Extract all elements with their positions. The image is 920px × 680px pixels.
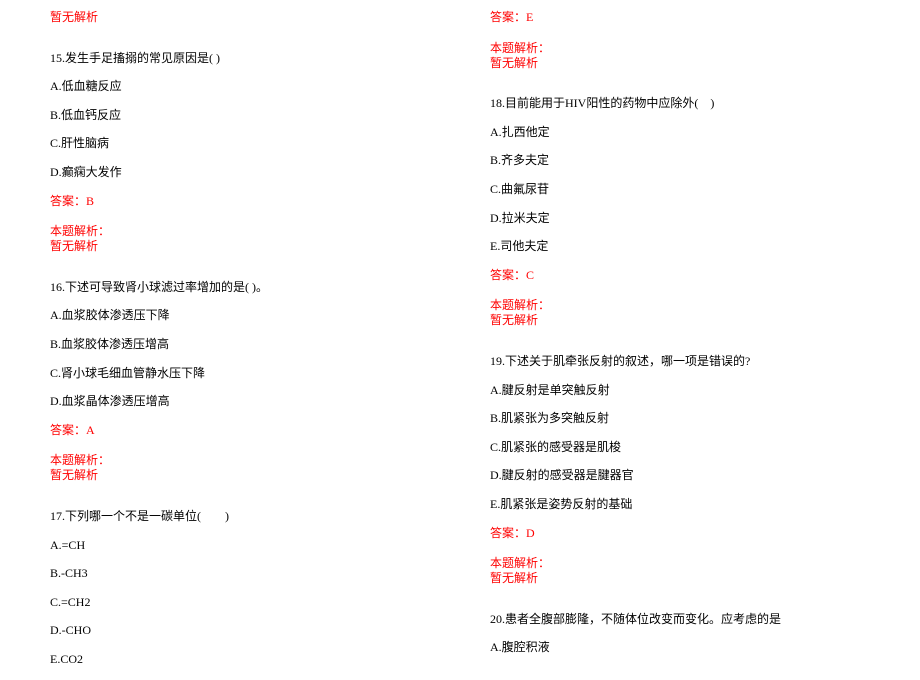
q15-analysis-block: 本题解析： 暂无解析 xyxy=(50,222,450,255)
analysis-label: 本题解析： xyxy=(50,222,450,239)
q18-opt-e: E.司他夫定 xyxy=(490,239,890,255)
q16-title: 16.下述可导致肾小球滤过率增加的是( )。 xyxy=(50,280,450,296)
q15-opt-a: A.低血糖反应 xyxy=(50,79,450,95)
q16-answer: 答案：A xyxy=(50,423,450,439)
q17-title: 17.下列哪一个不是一碳单位( ) xyxy=(50,509,450,525)
q19-answer: 答案：D xyxy=(490,526,890,542)
q19-opt-e: E.肌紧张是姿势反射的基础 xyxy=(490,497,890,513)
q19-opt-c: C.肌紧张的感受器是肌梭 xyxy=(490,440,890,456)
q20-title: 20.患者全腹部膨隆，不随体位改变而变化。应考虑的是 xyxy=(490,612,890,628)
q20-opt-a: A.腹腔积液 xyxy=(490,640,890,656)
q19-title: 19.下述关于肌牵张反射的叙述，哪一项是错误的? xyxy=(490,354,890,370)
q16-opt-d: D.血浆晶体渗透压增高 xyxy=(50,394,450,410)
top-analysis-block: 本题解析： 暂无解析 xyxy=(490,39,890,72)
q16-opt-a: A.血浆胶体渗透压下降 xyxy=(50,308,450,324)
right-column: 答案：E 本题解析： 暂无解析 18.目前能用于HIV阳性的药物中应除外( ) … xyxy=(490,10,890,669)
q17-opt-b: B.-CH3 xyxy=(50,566,450,582)
no-analysis-text: 暂无解析 xyxy=(490,313,890,329)
q16-opt-b: B.血浆胶体渗透压增高 xyxy=(50,337,450,353)
analysis-label: 本题解析： xyxy=(50,451,450,468)
q19-opt-d: D.腱反射的感受器是腱器官 xyxy=(490,468,890,484)
no-analysis-text: 暂无解析 xyxy=(50,468,450,484)
analysis-label: 本题解析： xyxy=(490,39,890,56)
q19-opt-b: B.肌紧张为多突触反射 xyxy=(490,411,890,427)
q15-title: 15.发生手足搐搦的常见原因是( ) xyxy=(50,51,450,67)
q18-opt-a: A.扎西他定 xyxy=(490,125,890,141)
q18-analysis-block: 本题解析： 暂无解析 xyxy=(490,296,890,329)
q17-opt-d: D.-CHO xyxy=(50,623,450,639)
no-analysis-text: 暂无解析 xyxy=(490,56,890,72)
q15-opt-b: B.低血钙反应 xyxy=(50,108,450,124)
no-analysis-text: 暂无解析 xyxy=(490,571,890,587)
q16-opt-c: C.肾小球毛细血管静水压下降 xyxy=(50,366,450,382)
q17-opt-e: E.CO2 xyxy=(50,652,450,668)
top-answer: 答案：E xyxy=(490,10,890,26)
q15-opt-d: D.癫痫大发作 xyxy=(50,165,450,181)
q15-opt-c: C.肝性脑病 xyxy=(50,136,450,152)
q15-answer: 答案：B xyxy=(50,194,450,210)
q18-title: 18.目前能用于HIV阳性的药物中应除外( ) xyxy=(490,96,890,112)
left-column: 暂无解析 15.发生手足搐搦的常见原因是( ) A.低血糖反应 B.低血钙反应 … xyxy=(50,10,450,680)
q18-opt-b: B.齐多夫定 xyxy=(490,153,890,169)
no-analysis-text: 暂无解析 xyxy=(50,10,450,26)
q18-opt-d: D.拉米夫定 xyxy=(490,211,890,227)
analysis-label: 本题解析： xyxy=(490,296,890,313)
q16-analysis-block: 本题解析： 暂无解析 xyxy=(50,451,450,484)
q19-analysis-block: 本题解析： 暂无解析 xyxy=(490,554,890,587)
q18-opt-c: C.曲氟尿苷 xyxy=(490,182,890,198)
q17-opt-a: A.=CH xyxy=(50,538,450,554)
q17-opt-c: C.=CH2 xyxy=(50,595,450,611)
q18-answer: 答案：C xyxy=(490,268,890,284)
no-analysis-text: 暂无解析 xyxy=(50,239,450,255)
q19-opt-a: A.腱反射是单突触反射 xyxy=(490,383,890,399)
analysis-label: 本题解析： xyxy=(490,554,890,571)
